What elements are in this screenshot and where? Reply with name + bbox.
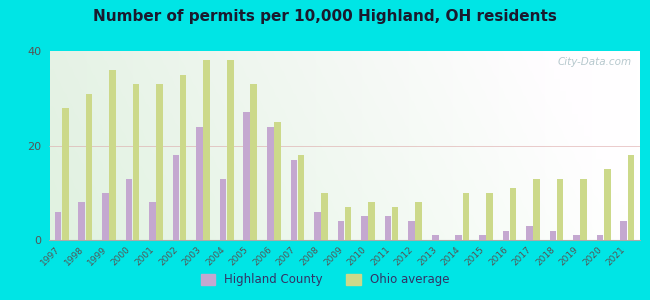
Legend: Highland County, Ohio average: Highland County, Ohio average <box>196 269 454 291</box>
Bar <box>627 155 634 240</box>
Bar <box>133 84 139 240</box>
Bar <box>361 216 368 240</box>
Bar <box>274 122 281 240</box>
Bar <box>243 112 250 240</box>
Bar <box>314 212 320 240</box>
Bar <box>156 84 162 240</box>
Bar <box>415 202 422 240</box>
Bar <box>180 75 187 240</box>
Bar <box>173 155 179 240</box>
Bar <box>291 160 297 240</box>
Bar <box>369 202 375 240</box>
Bar <box>533 178 540 240</box>
Bar <box>550 230 556 240</box>
Text: City-Data.com: City-Data.com <box>557 57 631 67</box>
Bar <box>227 60 233 240</box>
Bar <box>321 193 328 240</box>
Bar <box>79 202 85 240</box>
Bar <box>597 235 603 240</box>
Text: Number of permits per 10,000 Highland, OH residents: Number of permits per 10,000 Highland, O… <box>93 9 557 24</box>
Bar <box>502 230 509 240</box>
Bar <box>408 221 415 240</box>
Bar <box>526 226 533 240</box>
Bar <box>62 108 68 240</box>
Bar <box>344 207 352 240</box>
Bar <box>337 221 345 240</box>
Bar <box>580 178 587 240</box>
Bar <box>125 178 132 240</box>
Bar <box>149 202 156 240</box>
Bar <box>220 178 226 240</box>
Bar <box>102 193 109 240</box>
Bar <box>392 207 398 240</box>
Bar <box>250 84 257 240</box>
Bar <box>109 70 116 240</box>
Bar <box>573 235 580 240</box>
Bar <box>510 188 516 240</box>
Bar <box>456 235 462 240</box>
Bar <box>196 127 203 240</box>
Bar <box>432 235 439 240</box>
Bar <box>385 216 391 240</box>
Bar <box>479 235 486 240</box>
Bar <box>604 169 610 240</box>
Bar <box>267 127 274 240</box>
Bar <box>55 212 62 240</box>
Bar <box>298 155 304 240</box>
Bar <box>86 94 92 240</box>
Bar <box>486 193 493 240</box>
Bar <box>203 60 210 240</box>
Bar <box>557 178 564 240</box>
Bar <box>463 193 469 240</box>
Bar <box>621 221 627 240</box>
